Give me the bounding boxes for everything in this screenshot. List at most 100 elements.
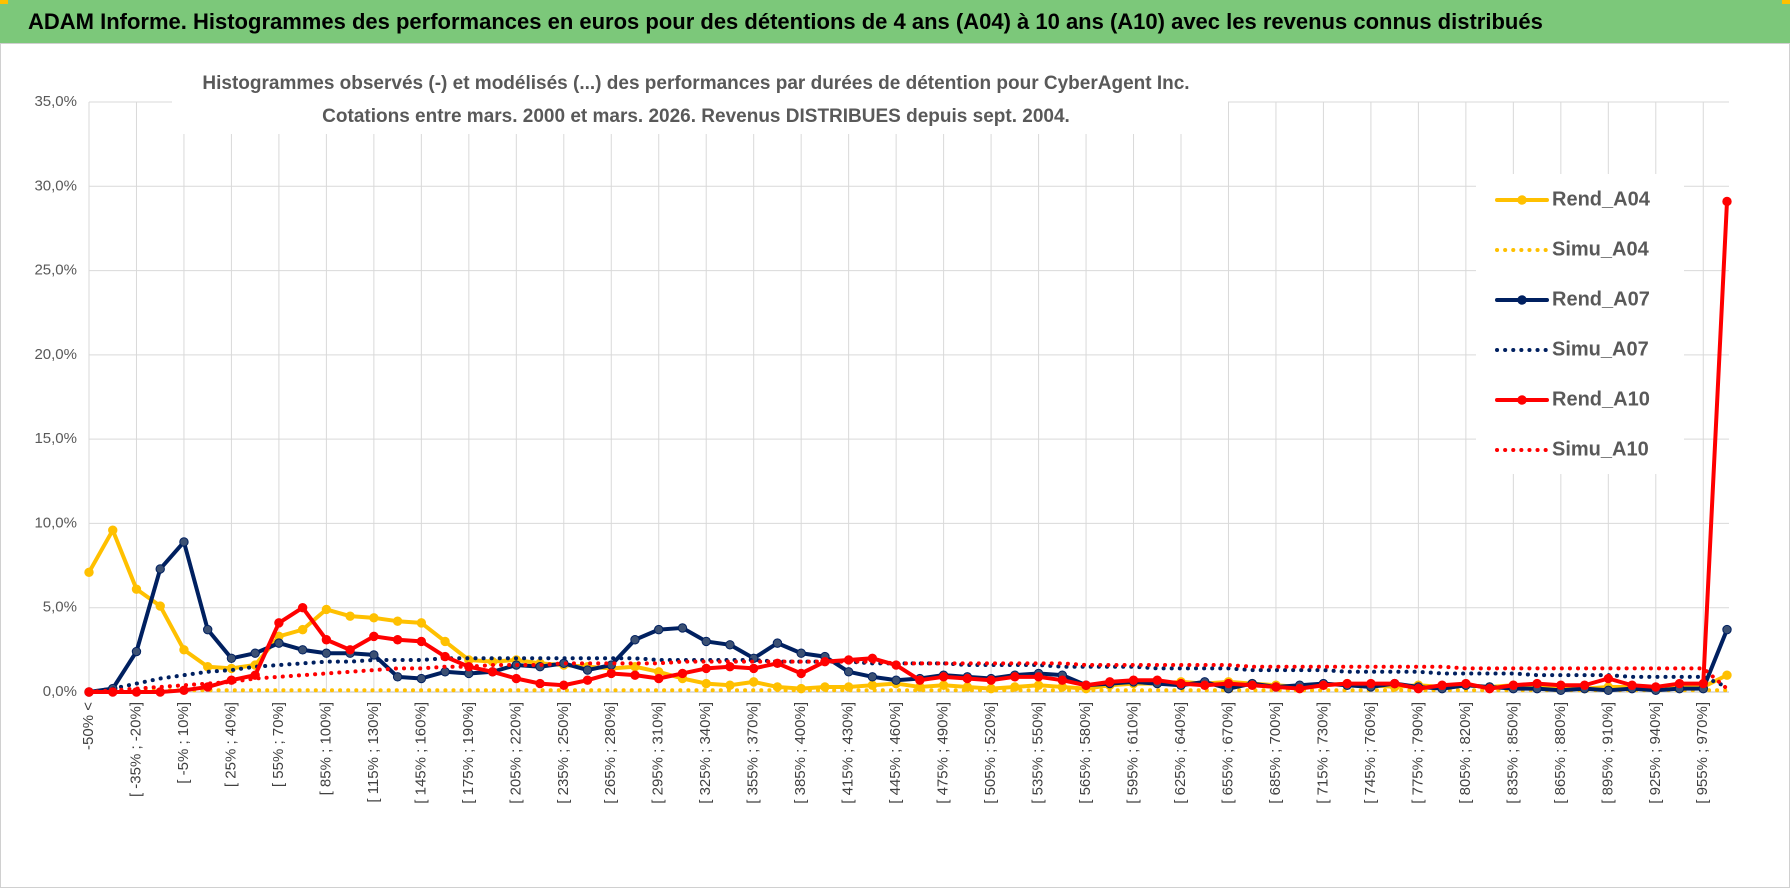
- data-point: [1318, 680, 1329, 690]
- data-point: [938, 680, 949, 690]
- data-point: [1366, 678, 1376, 689]
- data-point: [772, 638, 783, 648]
- data-point: [202, 624, 213, 635]
- data-point: [559, 680, 569, 690]
- data-point: [392, 635, 403, 645]
- x-tick-label: [ 235% ; 250%]: [555, 702, 572, 804]
- data-point: [796, 648, 806, 658]
- data-point: [179, 537, 189, 547]
- data-point: [1105, 677, 1115, 687]
- legend-marker: [1517, 295, 1527, 305]
- data-point: [297, 624, 308, 635]
- data-point: [1247, 680, 1257, 690]
- data-point: [867, 672, 878, 682]
- legend-label: Simu_A10: [1552, 438, 1649, 460]
- y-tick-label: 20,0%: [34, 346, 77, 363]
- data-point: [1603, 685, 1614, 696]
- legend: Rend_A04 Simu_A04 Rend_A07 Simu_A07 Rend_A10…: [1476, 174, 1684, 474]
- x-tick-label: [ 85% ; 100%]: [317, 702, 334, 795]
- y-tick-label: 30,0%: [34, 177, 77, 194]
- data-point: [606, 668, 616, 679]
- data-point: [962, 673, 973, 684]
- x-tick-label: [ 445% ; 460%]: [887, 702, 904, 804]
- y-tick-label: 25,0%: [34, 262, 77, 279]
- data-point: [416, 618, 427, 628]
- data-point: [630, 670, 640, 680]
- data-point: [1294, 683, 1305, 694]
- data-point: [1532, 678, 1542, 689]
- x-tick-label: [ 625% ; 640%]: [1172, 702, 1189, 804]
- legend-label: Simu_A04: [1552, 238, 1650, 260]
- data-point: [1389, 678, 1400, 689]
- x-tick-label: [ 535% ; 550%]: [1030, 702, 1047, 804]
- data-point: [535, 678, 545, 689]
- data-point: [345, 645, 355, 655]
- data-point: [155, 601, 165, 611]
- title-background: [172, 66, 1228, 134]
- data-point: [1010, 672, 1020, 682]
- simulated-line: [87, 688, 1729, 694]
- y-tick-label: 5,0%: [43, 599, 77, 616]
- chart-title: Histogrammes observés (-) et modélisés (…: [202, 73, 1189, 94]
- legend-label: Rend_A04: [1552, 188, 1651, 210]
- data-point: [179, 685, 189, 696]
- x-tick-label: [ -5% ; 10%]: [175, 702, 192, 784]
- data-point: [274, 638, 284, 648]
- data-point: [1200, 680, 1210, 690]
- legend-label: Rend_A07: [1552, 288, 1650, 310]
- x-tick-label: [ 205% ; 220%]: [507, 702, 524, 804]
- data-point: [1271, 682, 1281, 692]
- data-point: [202, 662, 213, 672]
- data-point: [748, 677, 759, 687]
- data-point: [392, 616, 403, 626]
- corner: [0, 0, 8, 4]
- x-tick-label: [ 835% ; 850%]: [1504, 702, 1521, 804]
- header-title: ADAM Informe. Histogrammes des performan…: [28, 9, 1543, 34]
- x-tick-label: [ 715% ; 730%]: [1314, 702, 1331, 804]
- data-point: [986, 675, 996, 685]
- data-point: [1722, 670, 1732, 680]
- data-point: [915, 675, 925, 685]
- x-tick-label: [ 805% ; 820%]: [1457, 702, 1474, 804]
- data-point: [250, 648, 260, 658]
- x-tick-label: [ 355% ; 370%]: [745, 702, 762, 804]
- data-point: [1556, 680, 1566, 690]
- x-tick-label: [ 955% ; 970%]: [1694, 702, 1711, 804]
- data-point: [108, 525, 118, 535]
- x-tick-label: [ 115% ; 130%]: [365, 702, 382, 803]
- data-point: [1223, 678, 1234, 689]
- x-tick-label: [ 655% ; 670%]: [1219, 702, 1236, 804]
- data-point: [274, 618, 284, 628]
- data-point: [487, 667, 498, 677]
- data-point: [155, 564, 165, 574]
- data-point: [297, 645, 308, 655]
- data-point: [84, 567, 94, 578]
- data-point: [725, 640, 735, 650]
- data-point: [867, 680, 878, 690]
- y-tick-label: 15,0%: [34, 430, 77, 447]
- data-point: [369, 650, 379, 660]
- data-point: [440, 636, 450, 647]
- x-tick-label: [ 895% ; 910%]: [1599, 702, 1616, 804]
- x-tick-label: [ 25% ; 40%]: [222, 702, 239, 787]
- x-tick-label: [ 925% ; 940%]: [1647, 702, 1664, 804]
- data-point: [1722, 196, 1732, 207]
- x-tick-label: [ -35% ; -20%]: [127, 702, 144, 797]
- data-point: [677, 623, 688, 633]
- data-point: [701, 636, 711, 647]
- x-tick-label: [ 505% ; 520%]: [982, 702, 999, 804]
- x-tick-label: [ 385% ; 400%]: [792, 702, 809, 804]
- corner: [1782, 0, 1790, 4]
- x-tick-label: [ 415% ; 430%]: [840, 702, 857, 804]
- data-point: [511, 673, 522, 684]
- simulated-line: [87, 656, 1729, 694]
- legend-label: Simu_A07: [1552, 338, 1649, 360]
- data-point: [582, 675, 593, 685]
- data-point: [1722, 624, 1732, 635]
- legend-marker: [1517, 395, 1527, 405]
- data-point: [796, 668, 806, 679]
- observed-line: [87, 199, 1729, 694]
- data-point: [677, 668, 688, 679]
- data-point: [440, 651, 450, 662]
